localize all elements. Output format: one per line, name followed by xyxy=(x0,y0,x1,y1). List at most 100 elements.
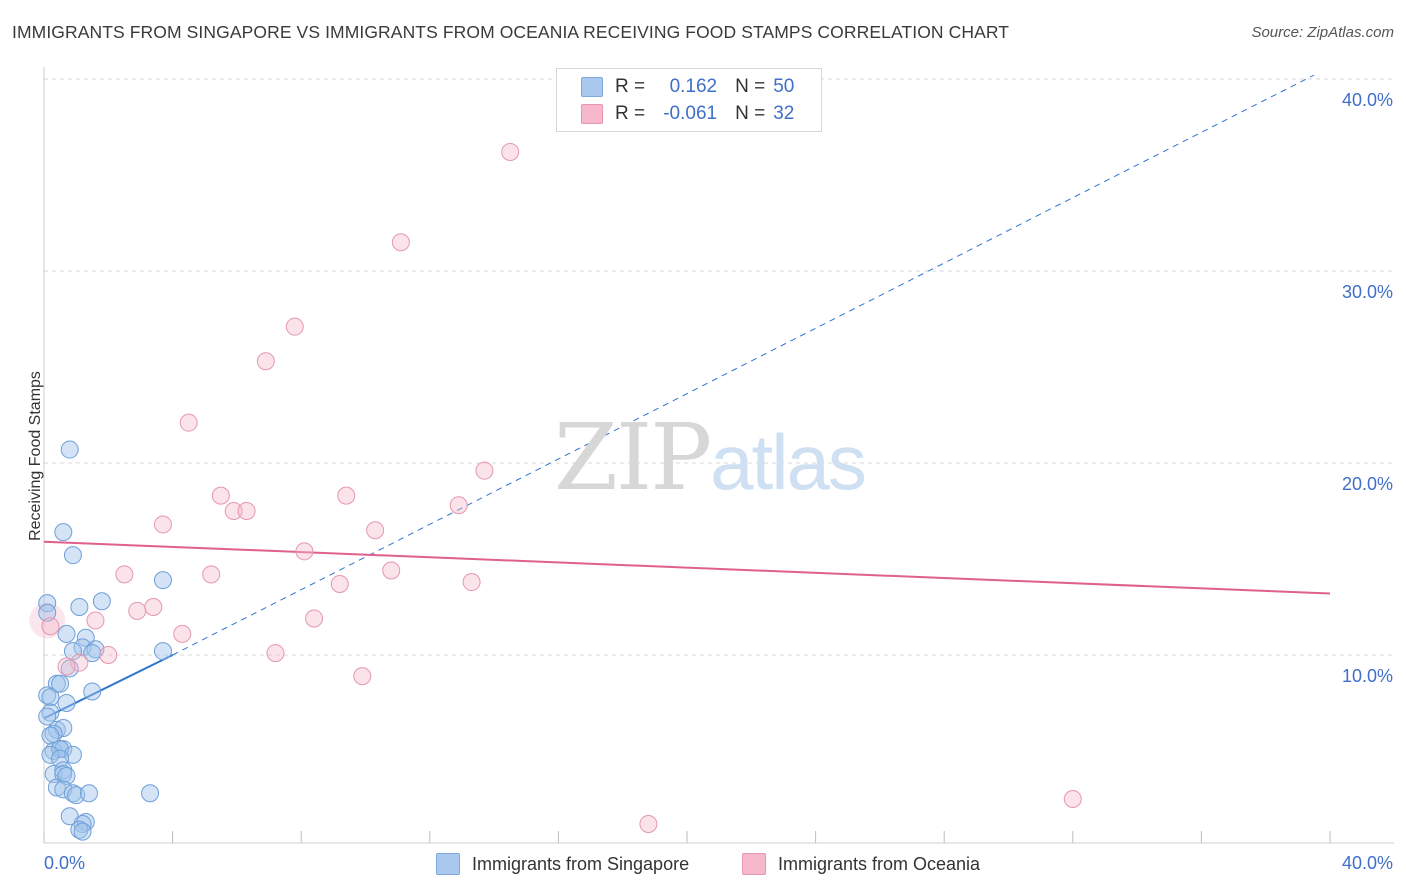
singapore-point xyxy=(41,688,60,707)
singapore-point xyxy=(83,644,102,663)
watermark-atlas: atlas xyxy=(710,418,867,506)
oceania-point xyxy=(266,644,285,663)
singapore-point xyxy=(38,594,57,613)
oceania-point xyxy=(475,461,494,480)
legend-r-label: R = xyxy=(615,76,646,97)
bottom-legend-label-singapore: Immigrants from Singapore xyxy=(472,853,690,874)
legend-n-label: N = xyxy=(735,103,766,124)
chart-title: IMMIGRANTS FROM SINGAPORE VS IMMIGRANTS … xyxy=(12,22,1010,42)
singapore-point xyxy=(51,674,70,693)
bottom-legend-oceania: Immigrants from Oceania xyxy=(742,851,980,877)
oceania-point xyxy=(144,598,163,616)
points-layer xyxy=(29,142,1082,841)
watermark-zip: ZIP xyxy=(554,404,712,511)
oceania-point xyxy=(115,565,134,584)
oceania-point xyxy=(285,317,304,336)
singapore-point xyxy=(60,659,79,678)
oceania-point xyxy=(128,601,147,620)
singapore-point xyxy=(141,784,160,803)
singapore-point xyxy=(76,813,95,832)
singapore-point xyxy=(70,598,89,616)
legend-r-value: 0.162 xyxy=(669,76,718,97)
singapore-point xyxy=(73,822,92,841)
tick-label-layer: 10.0% 20.0% 30.0% 40.0% 0.0% 40.0% xyxy=(44,90,1393,873)
singapore-point xyxy=(41,726,60,745)
oceania-point xyxy=(237,502,256,520)
x-tick-label: 40.0% xyxy=(1342,853,1393,873)
oceania-point xyxy=(391,233,410,252)
legend-r-value: -0.061 xyxy=(663,103,718,124)
oceania-point xyxy=(449,496,468,515)
singapore-point xyxy=(51,749,70,768)
singapore-point xyxy=(57,694,76,712)
singapore-point xyxy=(54,523,73,542)
legend-n-value: 32 xyxy=(773,103,795,124)
oceania-point xyxy=(337,486,356,505)
singapore-point xyxy=(57,766,76,785)
singapore-trend-line-solid xyxy=(43,654,174,720)
oceania-point xyxy=(224,502,243,520)
legend-n-value: 50 xyxy=(773,76,795,97)
legend-row-singapore: R = 0.162 N = 50 xyxy=(581,74,794,100)
oceania-trend-line-solid xyxy=(43,540,1331,595)
oceania-point xyxy=(86,611,105,630)
bottom-legend-swatch-singapore xyxy=(436,853,460,875)
legend-n-label: N = xyxy=(735,76,766,97)
legend-swatch-oceania xyxy=(581,104,603,124)
singapore-point xyxy=(63,546,82,565)
trend-layer xyxy=(43,74,1331,720)
oceania-point xyxy=(256,352,275,371)
oceania-point xyxy=(295,542,314,561)
legend-row-oceania: R = -0.061 N = 32 xyxy=(581,101,794,127)
y-tick-label: 10.0% xyxy=(1342,666,1393,686)
legend-r-label: R = xyxy=(615,103,646,124)
legend-swatch-singapore xyxy=(581,77,603,97)
singapore-point xyxy=(70,820,89,839)
oceania-point xyxy=(202,565,221,584)
oceania-point xyxy=(462,573,481,592)
oceania-point xyxy=(211,486,230,505)
singapore-point xyxy=(60,440,79,459)
singapore-point xyxy=(153,642,172,661)
bottom-legend-swatch-oceania xyxy=(742,853,766,875)
y-tick-label: 40.0% xyxy=(1342,90,1393,110)
singapore-point xyxy=(57,624,76,643)
source-label: Source: ZipAtlas.com xyxy=(1251,24,1394,41)
oceania-point xyxy=(179,413,198,432)
x-tick-label: 0.0% xyxy=(44,853,85,873)
correlation-legend: R = 0.162 N = 50 R = -0.061 N = 32 xyxy=(556,68,822,132)
singapore-point xyxy=(38,707,57,726)
oceania-point xyxy=(57,657,76,676)
singapore-point xyxy=(92,592,111,611)
bottom-legend-singapore: Immigrants from Singapore xyxy=(436,851,689,877)
oceania-point xyxy=(382,561,401,580)
oceania-cluster-point xyxy=(29,602,66,639)
oceania-point xyxy=(1063,790,1082,808)
oceania-point xyxy=(353,667,372,686)
singapore-point xyxy=(47,778,66,797)
singapore-point xyxy=(38,686,57,705)
singapore-point xyxy=(80,784,99,803)
oceania-point xyxy=(41,617,60,636)
y-tick-label: 30.0% xyxy=(1342,282,1393,302)
singapore-point xyxy=(73,814,92,833)
axis-layer xyxy=(43,67,1394,844)
singapore-trend-line-dashed xyxy=(172,74,1315,656)
oceania-point xyxy=(501,142,520,161)
oceania-point xyxy=(99,646,118,664)
oceania-point xyxy=(305,609,324,628)
singapore-point xyxy=(76,628,95,647)
singapore-point xyxy=(41,745,60,764)
oceania-point xyxy=(330,574,349,593)
y-axis-label: Receiving Food Stamps xyxy=(27,371,44,541)
singapore-point xyxy=(54,761,73,780)
singapore-point xyxy=(83,682,102,701)
oceania-point xyxy=(173,624,192,643)
singapore-point xyxy=(63,784,82,803)
oceania-point xyxy=(366,521,385,540)
oceania-point xyxy=(153,515,172,534)
singapore-point xyxy=(153,571,172,590)
y-tick-label: 20.0% xyxy=(1342,474,1393,494)
watermark: ZIPatlas xyxy=(554,404,867,511)
